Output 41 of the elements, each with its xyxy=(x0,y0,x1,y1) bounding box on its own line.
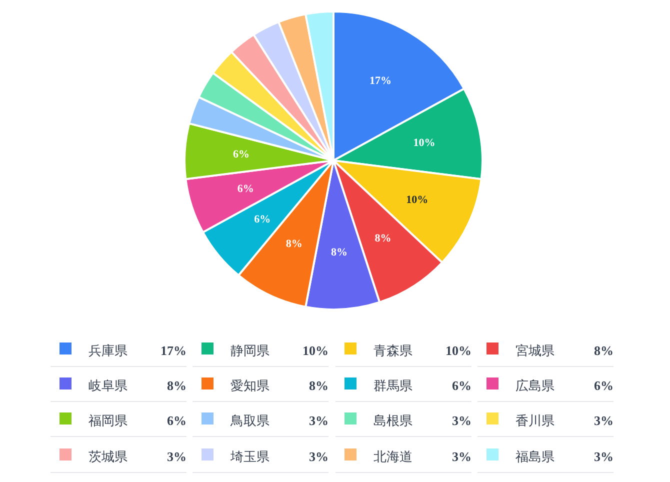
text: 10% xyxy=(446,343,472,358)
data-label: 3% xyxy=(594,449,614,464)
data-label: 10% xyxy=(406,194,428,206)
legend-label: 群馬県 xyxy=(374,378,412,393)
text: 10% xyxy=(302,343,328,358)
data-label: 8% xyxy=(331,246,348,259)
data-label: 8% xyxy=(286,238,302,250)
data-label: 8% xyxy=(374,232,392,244)
legend-label: 愛知県 xyxy=(230,378,270,393)
text: 8% xyxy=(309,378,328,393)
data-label: 6% xyxy=(233,148,250,161)
legend-label: 宮城県 xyxy=(516,343,554,358)
legend-label: 青森県 xyxy=(374,343,412,358)
legend-label: 埼玉県 xyxy=(230,449,270,464)
text: 6% xyxy=(167,413,186,428)
legend-label: 福岡県 xyxy=(88,413,128,428)
data-label: 10% xyxy=(413,137,436,150)
legend-label: 兵庫県 xyxy=(88,343,128,358)
legend-label: 静岡県 xyxy=(230,343,270,358)
text: 6% xyxy=(452,378,472,393)
legend-label: 福島県 xyxy=(516,449,554,464)
legend-label: 香川県 xyxy=(516,413,554,428)
legend-label: 岐阜県 xyxy=(88,378,128,393)
text: 17% xyxy=(160,343,186,358)
legend-label: 北海道 xyxy=(374,449,412,464)
data-label: 3% xyxy=(452,413,472,428)
data-label: 3% xyxy=(452,449,472,464)
data-label: 6% xyxy=(237,183,254,196)
legend-label: 茨城県 xyxy=(88,449,128,464)
data-label: 17% xyxy=(370,74,392,87)
text: 6% xyxy=(594,378,614,393)
data-label: 3% xyxy=(594,413,614,428)
legend-label: 鳥取県 xyxy=(230,413,270,428)
data-label: 3% xyxy=(309,449,328,464)
legend-label: 広島県 xyxy=(516,378,554,393)
text: 8% xyxy=(167,378,186,393)
legend-label: 島根県 xyxy=(374,413,412,428)
data-label: 3% xyxy=(309,413,328,428)
data-label: 6% xyxy=(254,213,271,226)
data-label: 3% xyxy=(167,449,186,464)
text: 8% xyxy=(594,343,614,358)
